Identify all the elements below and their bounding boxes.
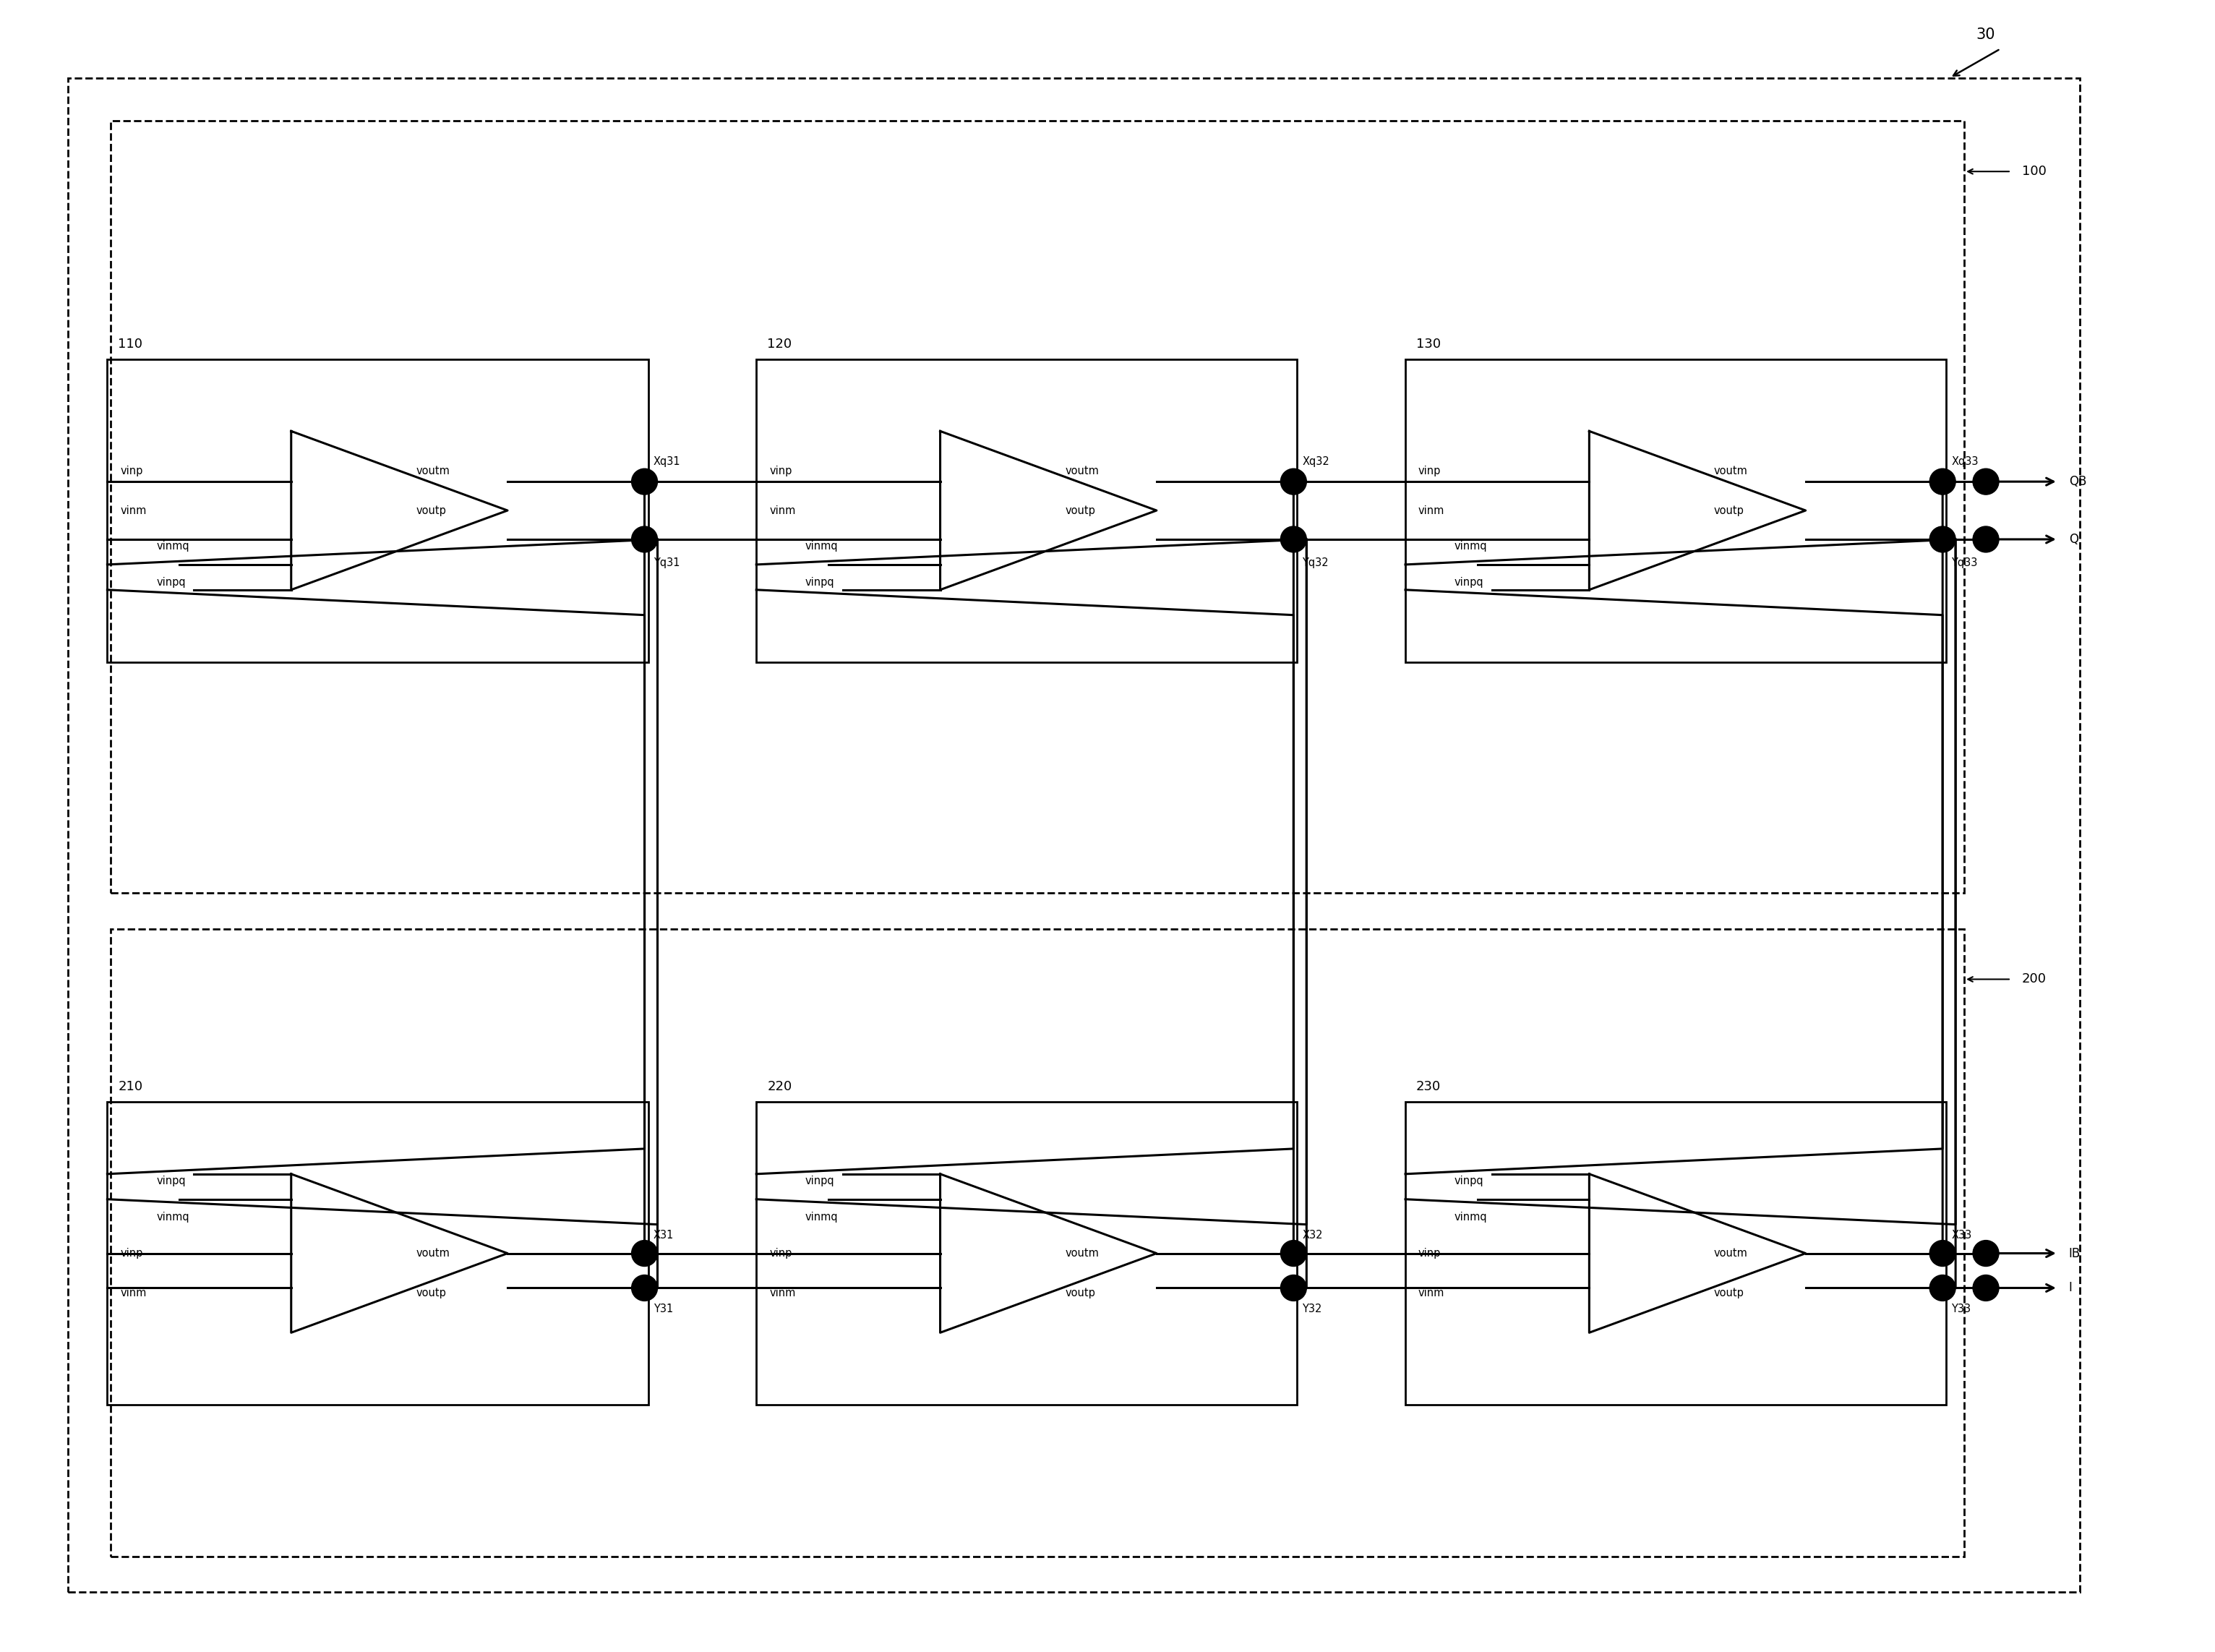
Text: vinm: vinm (1418, 1287, 1444, 1298)
Bar (755, 358, 1298, 662)
Text: 120: 120 (766, 337, 791, 350)
Circle shape (1974, 1275, 1998, 1300)
Text: vinm: vinm (769, 506, 795, 515)
Text: 210: 210 (117, 1080, 142, 1094)
Text: vinpq: vinpq (1455, 577, 1484, 588)
Text: vinp: vinp (120, 1247, 144, 1259)
Text: 100: 100 (2022, 165, 2047, 178)
Text: 130: 130 (1415, 337, 1440, 350)
Text: vinm: vinm (769, 1287, 795, 1298)
Text: vinpq: vinpq (157, 577, 186, 588)
Circle shape (1974, 469, 1998, 494)
Circle shape (1929, 1275, 1956, 1300)
Circle shape (1929, 1241, 1956, 1267)
Text: vinmq: vinmq (157, 542, 188, 552)
Circle shape (1280, 527, 1307, 552)
Bar (111, 121, 1965, 892)
Text: vinpq: vinpq (1455, 1176, 1484, 1186)
Text: voutm: voutm (1065, 466, 1099, 476)
Text: Yq33: Yq33 (1951, 557, 1978, 568)
Text: voutp: voutp (1714, 506, 1743, 515)
Text: vinmq: vinmq (806, 1213, 837, 1222)
Bar (1404, 358, 1947, 662)
Circle shape (631, 1275, 658, 1300)
Circle shape (1974, 1241, 1998, 1267)
Circle shape (631, 527, 658, 552)
Circle shape (1280, 1275, 1307, 1300)
Text: vinmq: vinmq (806, 542, 837, 552)
Text: voutm: voutm (1714, 466, 1748, 476)
Text: IB: IB (2069, 1247, 2080, 1260)
Text: vinpq: vinpq (157, 1176, 186, 1186)
Text: voutm: voutm (416, 1247, 450, 1259)
Text: 200: 200 (2022, 973, 2047, 986)
Text: voutp: voutp (1714, 1287, 1743, 1298)
Text: voutp: voutp (1065, 506, 1094, 515)
Text: 230: 230 (1415, 1080, 1442, 1094)
Text: vinp: vinp (769, 1247, 793, 1259)
Text: Y32: Y32 (1302, 1303, 1322, 1315)
Text: Y31: Y31 (653, 1303, 673, 1315)
Text: QB: QB (2069, 476, 2087, 487)
Text: vinpq: vinpq (806, 1176, 835, 1186)
Circle shape (1280, 469, 1307, 494)
Bar (106, 358, 649, 662)
Text: vinm: vinm (120, 506, 146, 515)
Bar (111, 928, 1965, 1556)
Text: Xq33: Xq33 (1951, 456, 1978, 468)
Text: voutp: voutp (1065, 1287, 1094, 1298)
Text: vinp: vinp (1418, 1247, 1442, 1259)
Text: Xq32: Xq32 (1302, 456, 1329, 468)
Text: 110: 110 (117, 337, 142, 350)
Text: vinmq: vinmq (157, 1213, 188, 1222)
Text: voutp: voutp (416, 506, 445, 515)
Text: 30: 30 (1976, 26, 1996, 41)
Circle shape (1280, 1241, 1307, 1267)
Text: vinp: vinp (769, 466, 793, 476)
Text: vinmq: vinmq (1455, 542, 1486, 552)
Circle shape (1974, 527, 1998, 552)
Text: voutm: voutm (1714, 1247, 1748, 1259)
Text: Y33: Y33 (1951, 1303, 1971, 1315)
Text: I: I (2069, 1282, 2073, 1295)
Text: Q: Q (2069, 534, 2078, 545)
Circle shape (1929, 469, 1956, 494)
Bar (755, 1102, 1298, 1404)
Text: Xq31: Xq31 (653, 456, 680, 468)
Text: vinpq: vinpq (806, 577, 835, 588)
Text: vinmq: vinmq (1455, 1213, 1486, 1222)
Text: Yq31: Yq31 (653, 557, 680, 568)
Text: X33: X33 (1951, 1229, 1971, 1241)
Text: vinp: vinp (120, 466, 144, 476)
Text: vinm: vinm (1418, 506, 1444, 515)
Circle shape (1929, 527, 1956, 552)
Text: vinp: vinp (1418, 466, 1442, 476)
Text: voutp: voutp (416, 1287, 445, 1298)
Text: voutm: voutm (1065, 1247, 1099, 1259)
Text: X32: X32 (1302, 1229, 1322, 1241)
Circle shape (631, 1241, 658, 1267)
Bar (106, 1102, 649, 1404)
Text: X31: X31 (653, 1229, 673, 1241)
Bar (1404, 1102, 1947, 1404)
Circle shape (631, 469, 658, 494)
Text: Yq32: Yq32 (1302, 557, 1329, 568)
Text: voutm: voutm (416, 466, 450, 476)
Text: vinm: vinm (120, 1287, 146, 1298)
Text: 220: 220 (766, 1080, 793, 1094)
